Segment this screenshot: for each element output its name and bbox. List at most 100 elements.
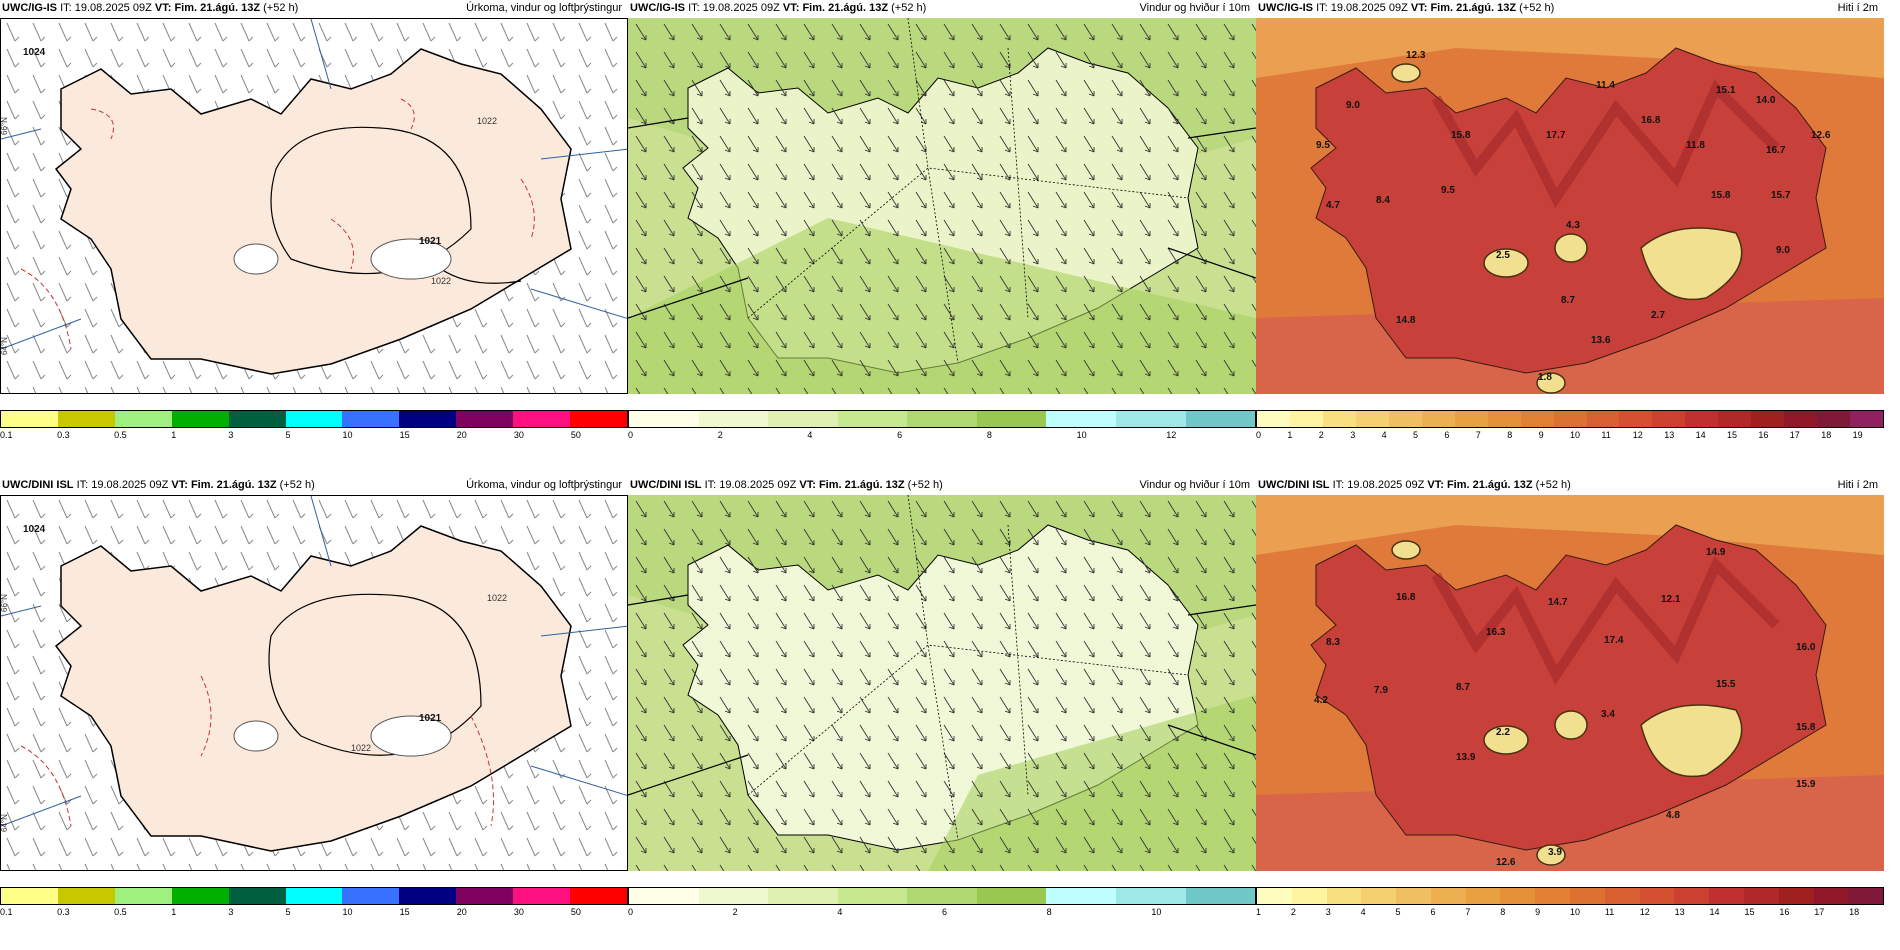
colorbar-swatch <box>1115 411 1186 427</box>
colorbar-tick-label: 0.1 <box>0 907 13 917</box>
colorbar-swatch <box>1 411 58 427</box>
colorbar-tick-label: 3 <box>228 430 234 440</box>
temperature-value-label: 15.9 <box>1796 779 1816 790</box>
colorbar-tick-label: 10 <box>342 430 353 440</box>
colorbar-swatch <box>837 888 908 904</box>
high-pressure-label: 1024 <box>23 47 46 58</box>
colorbar-swatch <box>570 888 627 904</box>
panel-header: UWC/DINI ISL IT: 19.08.2025 09Z VT: Fim.… <box>630 479 1250 491</box>
lat-label: 64°N <box>1 337 9 355</box>
colorbar-swatch <box>456 411 514 427</box>
colorbar-tick-label: 14 <box>1709 907 1720 917</box>
precip-colorbar <box>0 887 628 905</box>
colorbar-tick-label: 2 <box>732 907 738 917</box>
precip-colorbar-ticks: 0.1 0.3 0.5 1 3 5 10 15 20 30 50 <box>0 907 628 921</box>
temperature-value-label: 14.9 <box>1706 547 1726 558</box>
colorbar-tick-label: 50 <box>570 430 581 440</box>
colorbar-swatch <box>1454 411 1488 427</box>
wind-colorbar-ticks: 0 2 4 6 8 10 12 <box>628 430 1256 444</box>
colorbar-swatch <box>285 411 343 427</box>
precip-map[interactable]: 1024 1021 1022 1022 66°N 64°N <box>0 495 628 871</box>
lead-time: (+52 h) <box>263 2 299 14</box>
colorbar-tick-label: 18 <box>1821 430 1832 440</box>
colorbar-swatch <box>1570 888 1605 904</box>
colorbar-swatch <box>1115 888 1186 904</box>
colorbar-tick-label: 2 <box>1318 430 1324 440</box>
valid-time: Fim. 21.ágú. 13Z <box>818 479 905 491</box>
colorbar-swatch <box>629 888 699 904</box>
colorbar-tick-label: 16 <box>1758 430 1769 440</box>
panel-title: Vindur og hviður í 10m <box>1139 2 1250 14</box>
wind-map[interactable] <box>628 18 1256 394</box>
colorbar-tick-label: 9 <box>1535 907 1541 917</box>
temperature-value-label: 3.9 <box>1548 847 1562 858</box>
panel-header: UWC/IG-IS IT: 19.08.2025 09Z VT: Fim. 21… <box>1258 2 1878 14</box>
colorbar-tick-label: 6 <box>897 430 903 440</box>
temperature-value-label: 2.5 <box>1496 250 1510 261</box>
temperature-value-label: 9.5 <box>1316 140 1330 151</box>
temperature-value-label: 4.2 <box>1314 695 1328 706</box>
colorbar-tick-label: 1 <box>1256 907 1262 917</box>
init-time: 19.08.2025 09Z <box>719 479 797 491</box>
colorbar-swatch <box>228 888 286 904</box>
panel-header: UWC/IG-IS IT: 19.08.2025 09Z VT: Fim. 21… <box>630 2 1250 14</box>
temperature-value-label: 16.8 <box>1396 592 1416 603</box>
temperature-value-label: 13.6 <box>1591 335 1611 346</box>
colorbar-swatch <box>1487 411 1521 427</box>
temperature-value-label: 16.0 <box>1796 642 1816 653</box>
colorbar-swatch <box>629 411 699 427</box>
temperature-map[interactable]: 12.3 9.0 9.5 15.8 17.7 11.4 16.8 15.1 14.0 12.6 16… <box>1256 18 1884 394</box>
valid-time: Fim. 21.ágú. 13Z <box>174 2 261 14</box>
colorbar-tick-label: 0.1 <box>0 430 13 440</box>
colorbar-tick-label: 5 <box>1395 907 1401 917</box>
colorbar-swatch <box>1848 888 1884 904</box>
colorbar-swatch <box>976 411 1047 427</box>
model-label: UWC/IG-IS <box>1258 2 1313 14</box>
high-pressure-label: 1024 <box>23 524 46 535</box>
temperature-map[interactable]: 16.8 14.9 8.3 16.3 14.7 12.1 17.4 16.0 15.5 8.7 7.… <box>1256 495 1884 871</box>
colorbar-tick-label: 10 <box>1076 430 1087 440</box>
lat-label: 66°N <box>1 117 9 135</box>
temperature-value-label: 15.7 <box>1771 190 1791 201</box>
colorbar-swatch <box>1322 411 1356 427</box>
colorbar-tick-label: 6 <box>942 907 948 917</box>
init-time: 19.08.2025 09Z <box>91 479 169 491</box>
lead-time: (+52 h) <box>279 479 315 491</box>
colorbar-swatch <box>1421 411 1455 427</box>
wind-map[interactable] <box>628 495 1256 871</box>
lead-time: (+52 h) <box>1535 479 1571 491</box>
colorbar-tick-label: 3 <box>228 907 234 917</box>
colorbar-swatch <box>1257 888 1292 904</box>
panel-dini-wind: UWC/DINI ISL IT: 19.08.2025 09Z VT: Fim.… <box>628 477 1256 937</box>
colorbar-swatch <box>1718 411 1752 427</box>
colorbar-tick-label: 17 <box>1814 907 1825 917</box>
colorbar-swatch <box>171 411 229 427</box>
temperature-value-label: 15.5 <box>1716 679 1736 690</box>
temperature-value-label: 9.0 <box>1346 100 1360 111</box>
valid-time: Fim. 21.ágú. 13Z <box>1430 2 1517 14</box>
colorbar-tick-label: 5 <box>285 907 291 917</box>
colorbar-tick-label: 5 <box>1413 430 1419 440</box>
colorbar-tick-label: 9 <box>1538 430 1544 440</box>
init-time: 19.08.2025 09Z <box>702 2 780 14</box>
temperature-value-label: 2.2 <box>1496 727 1510 738</box>
colorbar-swatch <box>57 411 115 427</box>
colorbar-swatch <box>1291 888 1327 904</box>
valid-time: Fim. 21.ágú. 13Z <box>1446 479 1533 491</box>
colorbar-swatch <box>1 888 58 904</box>
precip-map[interactable]: 1024 1021 1022 1022 66°N 64°N <box>0 18 628 394</box>
panel-title: Hiti í 2m <box>1837 2 1878 14</box>
panel-igis-precip: UWC/IG-IS IT: 19.08.2025 09Z VT: Fim. 21… <box>0 0 628 460</box>
wind-colorbar-ticks: 0 2 4 6 8 10 <box>628 907 1256 921</box>
colorbar-tick-label: 13 <box>1674 907 1685 917</box>
colorbar-tick-label: 1 <box>1287 430 1293 440</box>
panel-title: Úrkoma, vindur og loftþrýstingur <box>466 2 622 14</box>
colorbar-swatch <box>1743 888 1779 904</box>
colorbar-tick-label: 0 <box>628 907 634 917</box>
colorbar-tick-label: 20 <box>456 430 467 440</box>
temperature-colorbar-ticks: 1 2 3 4 5 6 7 8 9 10 11 12 13 14 15 16 17 18 <box>1256 907 1884 921</box>
colorbar-tick-label: 10 <box>342 907 353 917</box>
panel-title: Hiti í 2m <box>1837 479 1878 491</box>
colorbar-tick-label: 19 <box>1852 430 1863 440</box>
temperature-value-label: 13.9 <box>1456 752 1476 763</box>
